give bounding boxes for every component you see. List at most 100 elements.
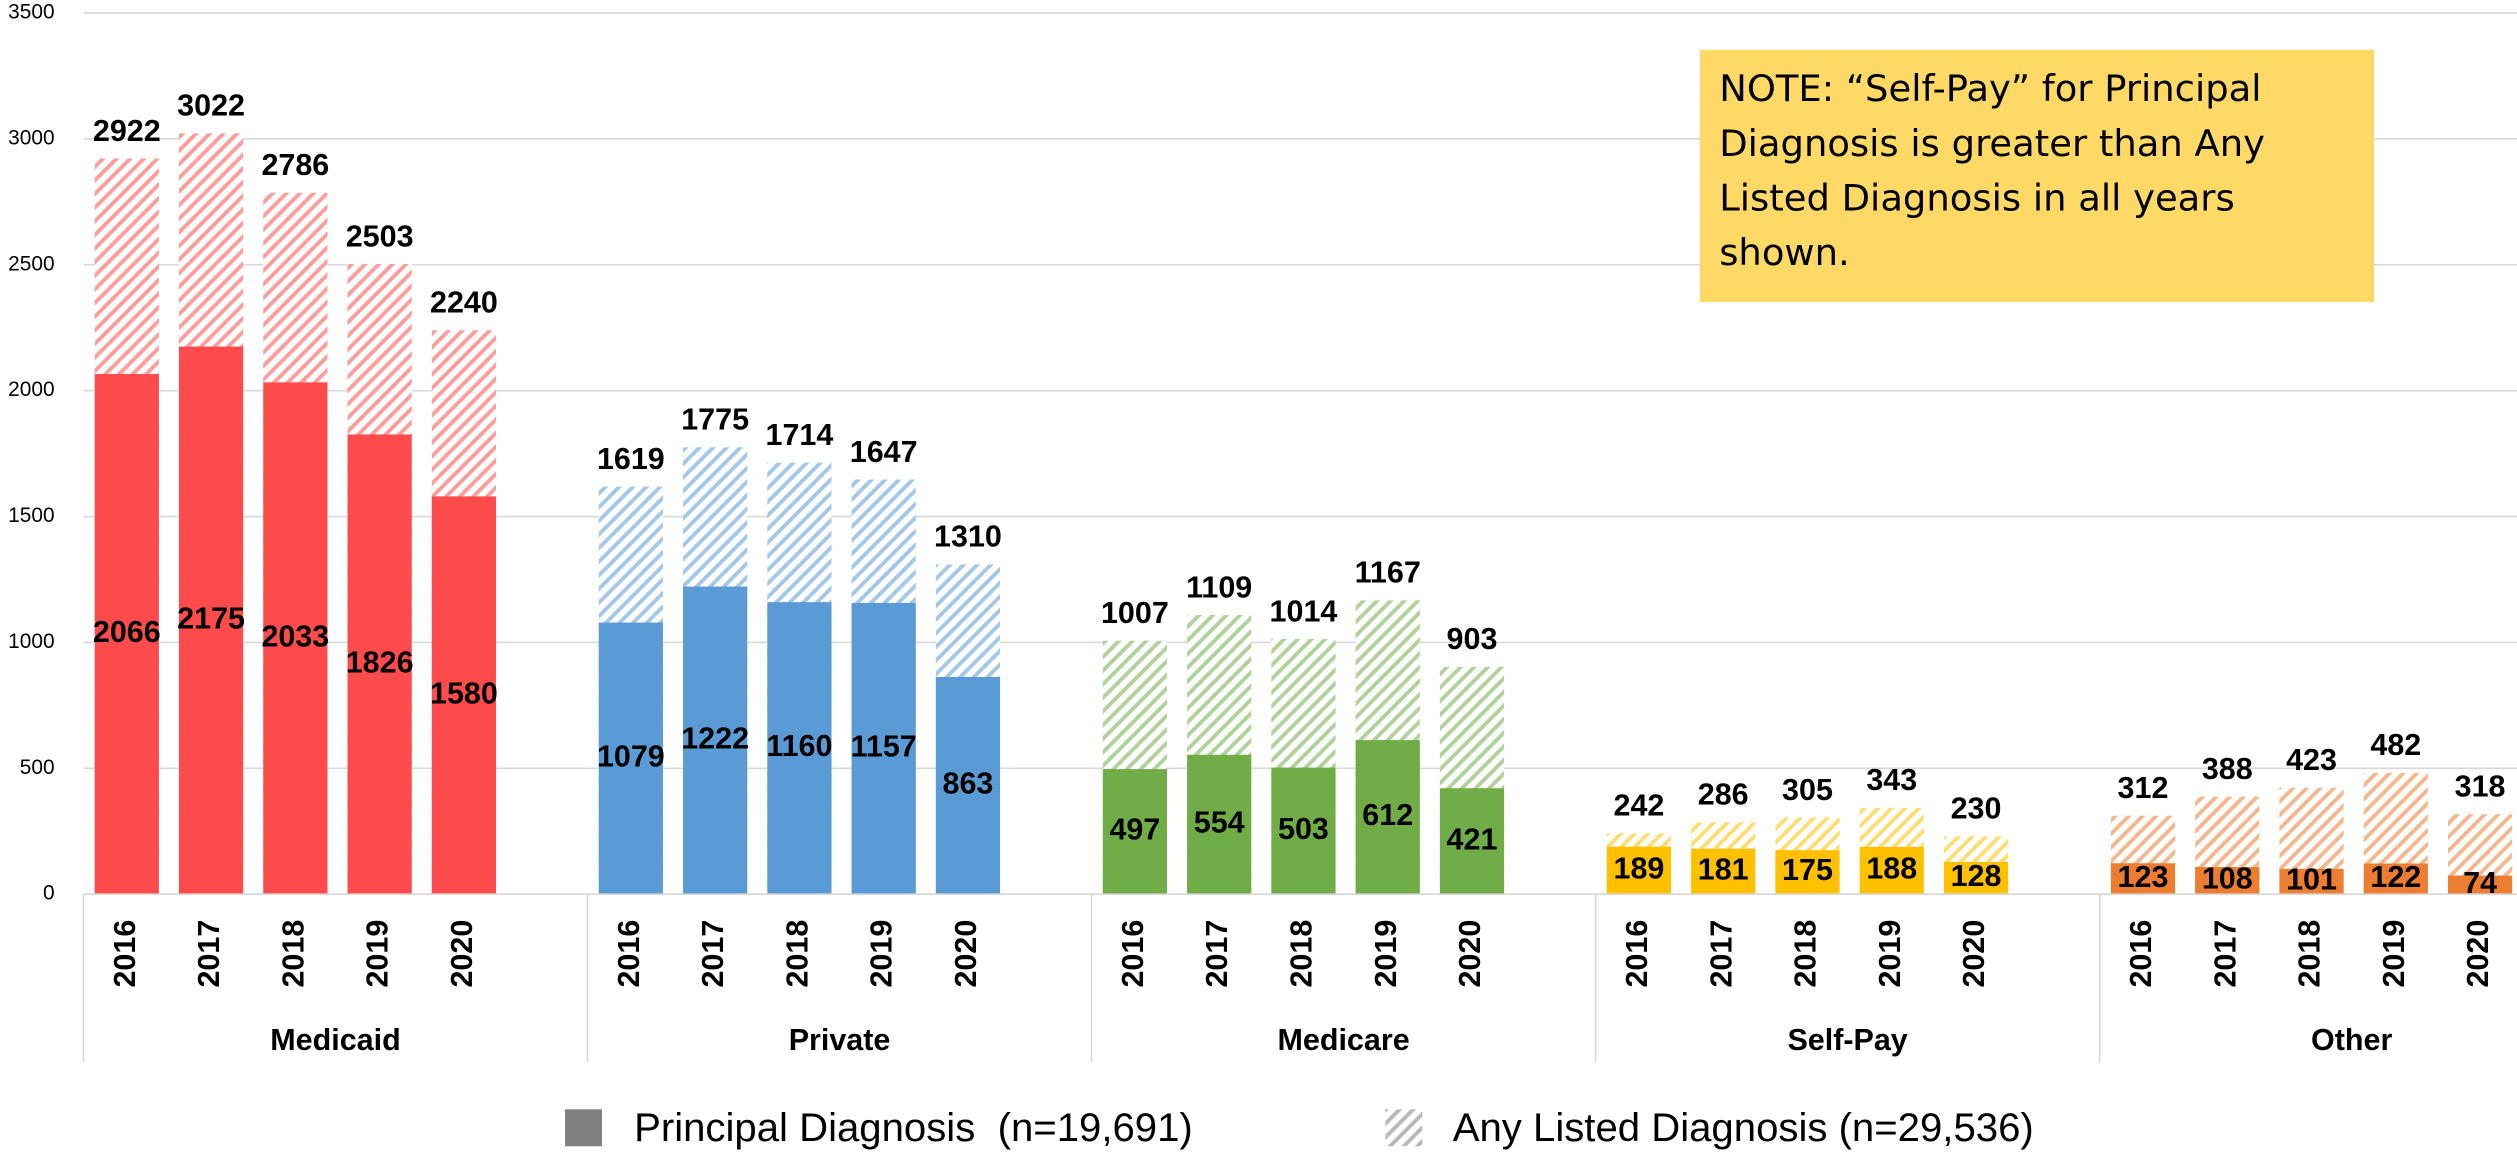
value-label-any: 230	[1951, 792, 2002, 826]
x-tick-label: 2019	[1369, 920, 1403, 988]
x-tick-label: 2016	[108, 920, 142, 988]
value-label-principal: 554	[1194, 806, 1245, 840]
x-tick-label: 2017	[192, 920, 226, 988]
value-label-any: 2786	[261, 148, 329, 182]
x-tick-label: 2019	[361, 920, 395, 988]
value-label-principal: 122	[2370, 860, 2421, 894]
value-label-any: 1167	[1355, 556, 1421, 590]
x-tick-label: 2019	[2377, 920, 2411, 988]
legend-swatch	[1385, 1109, 1423, 1147]
value-label-principal: 1826	[346, 645, 414, 679]
bar-principal	[2363, 863, 2428, 895]
x-tick-label: 2017	[1704, 920, 1738, 988]
x-tick-label: 2017	[1200, 920, 1234, 988]
value-label-principal: 2175	[177, 601, 245, 635]
x-tick-label: 2018	[1284, 920, 1318, 988]
bar-principal	[431, 496, 497, 895]
x-tick-label: 2017	[2208, 920, 2242, 988]
bar-principal	[2447, 875, 2513, 895]
bar-principal	[1775, 850, 1840, 895]
value-label-any: 1714	[765, 418, 833, 452]
value-label-principal: 189	[1614, 851, 1665, 885]
y-tick-label: 2500	[8, 252, 54, 275]
value-label-principal: 1580	[430, 676, 498, 710]
y-tick-label: 3000	[8, 126, 54, 149]
legend-swatch	[565, 1109, 602, 1147]
value-label-any: 903	[1447, 622, 1498, 656]
bar-principal	[1691, 848, 1756, 895]
value-label-principal: 1079	[597, 739, 665, 773]
bar-principal	[683, 586, 748, 895]
bar-principal	[851, 602, 916, 895]
note-text: NOTE: “Self-Pay” for Principal Diagnosis…	[1719, 69, 2266, 275]
value-label-any: 312	[2118, 771, 2169, 805]
bar-principal	[178, 346, 244, 895]
y-tick-label: 500	[20, 756, 55, 779]
value-label-any: 1775	[681, 403, 749, 437]
value-label-any: 305	[1782, 773, 1833, 807]
bar-principal	[1859, 846, 1924, 895]
value-label-principal: 503	[1278, 812, 1329, 846]
value-label-principal: 2033	[261, 619, 329, 653]
value-label-any: 482	[2370, 728, 2421, 762]
value-label-any: 1014	[1270, 594, 1338, 628]
bar-principal	[598, 622, 663, 895]
value-label-principal: 101	[2286, 863, 2337, 897]
value-label-principal: 1160	[766, 729, 832, 763]
value-label-any: 2922	[93, 114, 161, 148]
group-label: Private	[789, 1023, 891, 1057]
value-label-any: 3022	[177, 89, 245, 123]
y-tick-label: 0	[43, 882, 55, 905]
note-box	[1699, 49, 2375, 302]
y-tick-label: 1000	[8, 630, 54, 653]
x-tick-label: 2018	[780, 920, 814, 988]
value-label-any: 1647	[850, 435, 918, 469]
value-label-principal: 181	[1698, 852, 1749, 886]
value-label-principal: 188	[1866, 852, 1917, 886]
value-label-any: 318	[2455, 770, 2506, 804]
bar-principal	[2279, 868, 2344, 895]
value-label-principal: 2066	[93, 615, 161, 649]
x-tick-label: 2019	[865, 920, 899, 988]
value-label-principal: 612	[1362, 798, 1413, 832]
legend-label: Any Listed Diagnosis (n=29,536)	[1453, 1105, 2034, 1150]
bar-principal	[2195, 867, 2260, 895]
x-tick-label: 2016	[1116, 920, 1150, 988]
note-container: NOTE: “Self-Pay” for Principal Diagnosis…	[1719, 69, 2266, 275]
value-label-principal: 1222	[681, 721, 749, 755]
value-label-any: 2240	[430, 286, 498, 320]
bar-principal	[2110, 863, 2176, 895]
y-tick-label: 2000	[8, 378, 54, 401]
value-label-principal: 123	[2118, 860, 2169, 894]
bar-principal	[1187, 754, 1252, 895]
x-tick-label: 2018	[276, 920, 310, 988]
y-tick-label: 3500	[8, 0, 54, 23]
value-label-principal: 108	[2202, 862, 2253, 896]
x-tick-label: 2018	[2293, 920, 2327, 988]
value-label-any: 1310	[934, 520, 1002, 554]
bar-principal	[94, 374, 159, 895]
value-label-principal: 128	[1951, 859, 2002, 893]
x-tick-label: 2019	[1873, 920, 1907, 988]
x-tick-label: 2018	[1789, 920, 1823, 988]
bar-principal	[1355, 740, 1420, 895]
group-label: Other	[2311, 1023, 2392, 1057]
bar-principal	[347, 434, 412, 895]
value-label-any: 1109	[1186, 570, 1252, 604]
group-label: Medicare	[1277, 1023, 1409, 1057]
x-tick-label: 2017	[696, 920, 730, 988]
value-label-any: 1007	[1101, 596, 1169, 630]
legend-label: Principal Diagnosis (n=19,691)	[634, 1105, 1193, 1150]
group-label: Self-Pay	[1787, 1023, 1907, 1057]
y-tick-label: 1500	[8, 504, 54, 527]
bar-principal	[1271, 767, 1336, 895]
value-label-any: 388	[2202, 752, 2253, 786]
x-tick-label: 2016	[1620, 920, 1654, 988]
x-tick-label: 2020	[949, 920, 983, 988]
value-label-any: 343	[1866, 763, 1917, 797]
x-tick-label: 2020	[1453, 920, 1487, 988]
value-label-principal: 497	[1109, 813, 1160, 847]
x-tick-label: 2020	[1957, 920, 1991, 988]
